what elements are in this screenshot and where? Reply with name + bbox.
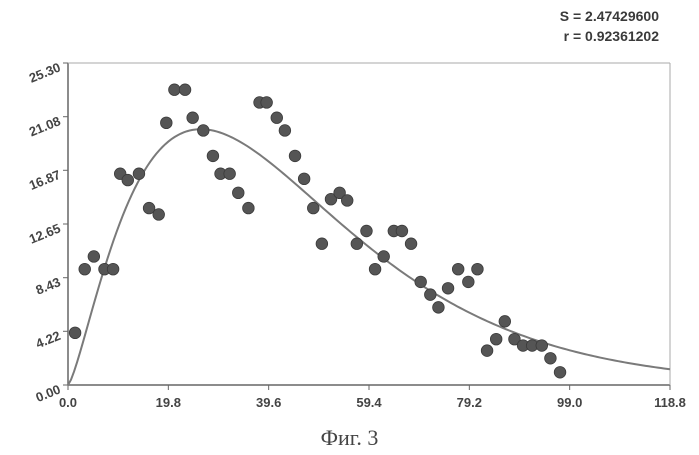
data-point: [472, 263, 484, 275]
fit-curve-layer: [68, 129, 670, 385]
data-point: [481, 345, 493, 357]
data-points-layer: [69, 84, 566, 378]
data-point: [378, 251, 390, 263]
x-tick-label: 39.6: [256, 395, 281, 410]
data-point: [224, 168, 236, 180]
x-tick-label: 79.2: [457, 395, 482, 410]
data-point: [316, 238, 328, 250]
x-tick-label: 19.8: [156, 395, 181, 410]
data-point: [197, 125, 209, 137]
data-point: [243, 202, 255, 214]
data-point: [79, 263, 91, 275]
data-point: [554, 366, 566, 378]
x-tick-label: 99.0: [557, 395, 582, 410]
data-point: [122, 174, 134, 186]
y-tick-label: 25.30: [27, 60, 63, 86]
data-point: [88, 251, 100, 263]
y-tick-label: 8.43: [34, 274, 63, 297]
data-point: [405, 238, 417, 250]
data-point: [169, 84, 181, 96]
data-point: [499, 316, 511, 328]
fit-curve: [68, 129, 670, 385]
x-tick-label: 118.8: [654, 395, 686, 410]
data-point: [545, 352, 557, 364]
data-point: [261, 97, 273, 109]
data-point: [463, 276, 475, 288]
data-point: [298, 173, 310, 185]
data-point: [490, 333, 502, 345]
tick-labels-layer: 0.019.839.659.479.299.0118.80.004.228.43…: [27, 60, 686, 410]
data-point: [341, 195, 353, 207]
data-point: [351, 238, 363, 250]
data-point: [452, 263, 464, 275]
fit-statistics: S = 2.47429600 r = 0.92361202: [560, 6, 659, 46]
data-point: [536, 340, 548, 352]
data-point: [187, 112, 199, 124]
y-tick-label: 12.65: [27, 221, 63, 247]
data-point: [207, 150, 219, 162]
data-point: [271, 112, 283, 124]
x-tick-label: 0.0: [59, 395, 77, 410]
y-tick-label: 21.08: [27, 113, 63, 139]
data-point: [133, 168, 145, 180]
data-point: [307, 202, 319, 214]
figure-caption: Фиг. 3: [0, 425, 699, 451]
x-tick-label: 59.4: [356, 395, 382, 410]
data-point: [396, 225, 408, 237]
y-tick-label: 4.22: [34, 328, 63, 351]
data-point: [232, 187, 244, 199]
r-statistic: r = 0.92361202: [560, 26, 659, 46]
data-point: [425, 289, 437, 301]
data-point: [107, 263, 119, 275]
s-statistic: S = 2.47429600: [560, 6, 659, 26]
data-point: [361, 225, 373, 237]
data-point: [442, 282, 454, 294]
data-point: [179, 84, 191, 96]
data-point: [161, 117, 173, 129]
y-tick-label: 16.87: [27, 167, 63, 193]
data-point: [69, 327, 81, 339]
data-point: [433, 302, 445, 314]
data-point: [279, 125, 291, 137]
data-point: [415, 276, 427, 288]
data-point: [153, 209, 165, 221]
data-point: [289, 150, 301, 162]
data-point: [369, 263, 381, 275]
